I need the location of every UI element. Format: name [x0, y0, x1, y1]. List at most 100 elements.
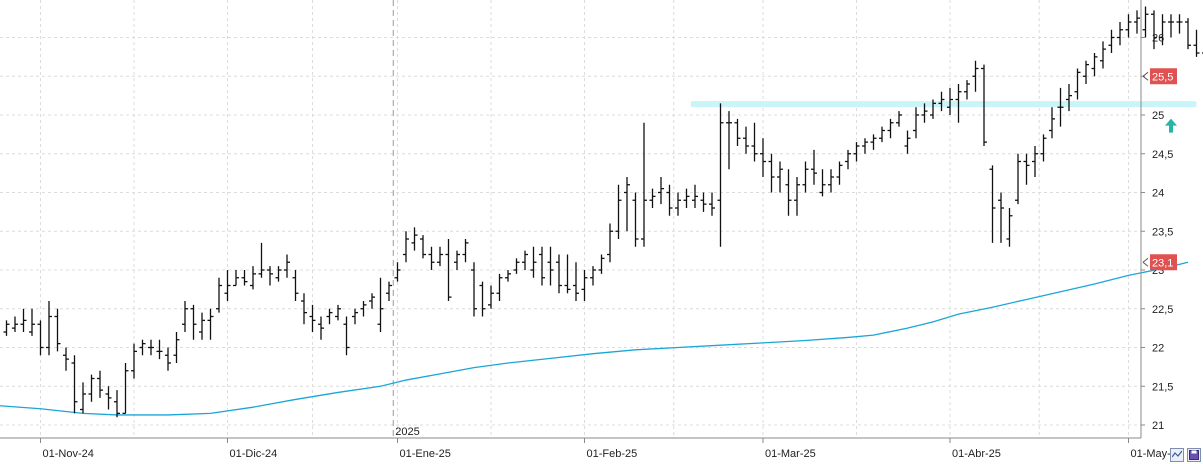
ohlc-bar [1083, 60, 1089, 84]
moving-average-line [0, 261, 1189, 416]
ohlc-bar [1057, 87, 1064, 127]
ohlc-bar [216, 277, 222, 313]
ohlc-bar [369, 293, 375, 309]
save-button[interactable] [1187, 448, 1201, 462]
ohlc-bar [1176, 14, 1183, 34]
ohlc-bar [887, 118, 894, 139]
ma-value-badge [1150, 254, 1177, 271]
ohlc-bar [981, 64, 987, 146]
ohlc-bar [88, 374, 95, 402]
ohlc-bar [1185, 18, 1191, 50]
ohlc-bar [615, 184, 622, 239]
ohlc-bar [131, 343, 137, 379]
markers: 25,5 23,1 [1142, 68, 1177, 271]
ohlc-bar [352, 308, 358, 325]
ohlc-bar [309, 304, 316, 332]
y-tick-label: 25 [1152, 110, 1164, 122]
indicator-toggle-button[interactable] [1170, 448, 1184, 462]
ohlc-bar [284, 254, 290, 278]
ohlc-bar [683, 188, 690, 208]
ohlc-bar [37, 320, 44, 356]
ohlc-bar [989, 165, 996, 243]
ohlc-bar [250, 266, 256, 290]
y-tick-label: 22,5 [1152, 304, 1173, 316]
ohlc-bar [879, 126, 885, 143]
ohlc-bar [267, 266, 273, 286]
ohlc-bar [411, 227, 418, 251]
ohlc-bar [301, 293, 307, 325]
ohlc-bar [692, 184, 698, 208]
ohlc-bar [964, 80, 970, 100]
ohlc-bar [20, 308, 27, 332]
y-tick-label: 21 [1152, 420, 1164, 432]
ohlc-bar [862, 138, 868, 154]
ohlc-bar [505, 270, 511, 282]
ohlc-bar [275, 266, 282, 282]
ohlc-bar [539, 246, 545, 286]
ohlc-bar [777, 161, 783, 193]
ohlc-bar [1091, 53, 1098, 77]
ohlc-bar [1032, 146, 1038, 177]
ohlc-bar [241, 270, 248, 286]
current-price-label: 25,5 [1152, 71, 1173, 83]
ohlc-bar [819, 169, 826, 197]
ohlc-bar [182, 301, 188, 332]
ohlc-bar [760, 138, 766, 177]
price-bars-layer [3, 6, 1203, 418]
ohlc-bar [853, 142, 860, 162]
ohlc-bar [717, 103, 724, 247]
ohlc-bar [63, 347, 69, 371]
ohlc-bar [335, 304, 341, 321]
ohlc-bar [700, 192, 707, 212]
ohlc-bar [80, 382, 86, 414]
ohlc-bar [1006, 208, 1013, 247]
y-tick-label: 21,5 [1152, 381, 1173, 393]
ohlc-bar [139, 339, 146, 356]
up-arrow-icon [1165, 118, 1177, 133]
axes: 2121,52222,52323,52424,52525,52601-Nov-2… [0, 0, 1183, 460]
ohlc-bar [377, 277, 384, 332]
ohlc-bar [938, 91, 945, 112]
ohlc-bar [292, 270, 299, 301]
ohlc-bar [54, 308, 61, 352]
ohlc-bar [1168, 14, 1174, 38]
x-tick-label: 01-Abr-25 [952, 448, 1001, 460]
support-band [690, 101, 1197, 108]
ohlc-bar [955, 84, 962, 123]
x-tick-label: 01-Dic-24 [230, 448, 278, 460]
x-tick-label: 01-Feb-25 [587, 448, 638, 460]
current-price-pointer [1142, 71, 1149, 81]
ohlc-bar [105, 386, 112, 410]
y-tick-label: 26 [1152, 33, 1164, 45]
ohlc-bar [428, 246, 435, 270]
ohlc-bar [785, 169, 792, 216]
ohlc-bar [445, 239, 452, 301]
ohlc-bar [641, 122, 647, 247]
ohlc-bar [479, 281, 486, 317]
ohlc-bar [1066, 84, 1072, 112]
year-label: 2025 [395, 426, 419, 438]
ohlc-bar [233, 270, 239, 287]
ohlc-bar [165, 347, 171, 371]
ohlc-bar [726, 111, 732, 170]
x-tick-label: 01-Ene-25 [400, 448, 451, 460]
ohlc-bar [649, 188, 656, 208]
ohlc-bar [845, 149, 851, 170]
ohlc-bar [768, 153, 775, 193]
ohlc-bar [751, 122, 758, 162]
current-price-badge [1150, 68, 1177, 85]
ohlc-bar [564, 254, 571, 294]
support-band-layer [690, 101, 1197, 108]
ohlc-bar [598, 254, 605, 274]
ohlc-bar [1040, 134, 1047, 162]
ohlc-bar [1151, 10, 1157, 50]
ohlc-bar [1142, 6, 1149, 38]
ohlc-bar [420, 235, 426, 259]
ohlc-bar [734, 118, 741, 146]
ohlc-bar [675, 192, 681, 216]
ohlc-bar [403, 231, 409, 263]
ohlc-bar [207, 308, 214, 340]
ohlc-bar [122, 363, 129, 415]
ma-value-label: 23,1 [1152, 257, 1173, 269]
